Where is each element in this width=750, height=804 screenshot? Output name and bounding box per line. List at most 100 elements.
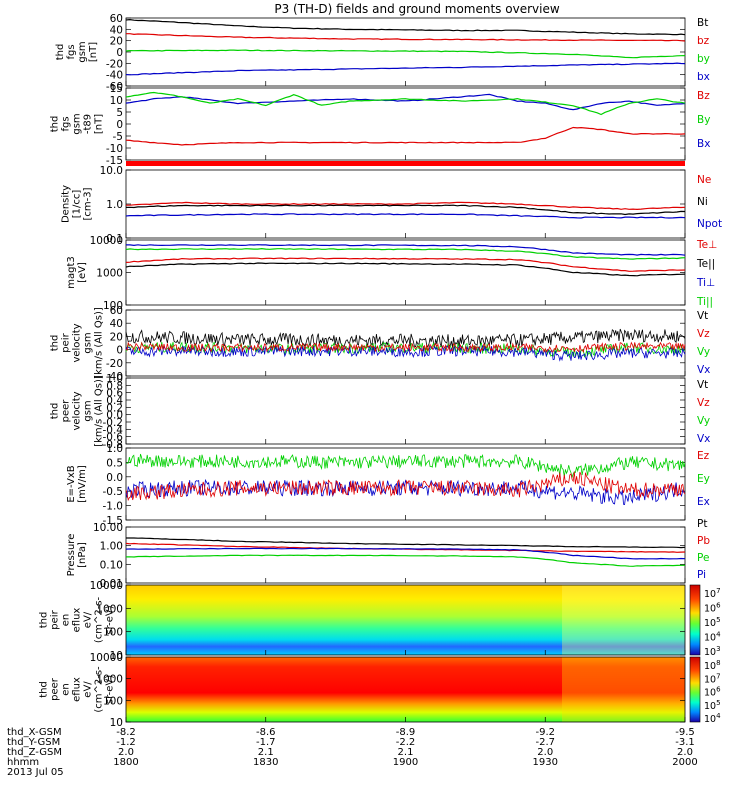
legend-entry: Vx <box>697 364 710 376</box>
y-axis-label: thdpeerenefluxeV/(cm^2-s-sr-eV) <box>39 666 116 713</box>
series-Bt <box>125 18 686 36</box>
spectrogram-late <box>562 657 685 722</box>
colorbar-label: 106 <box>704 602 721 615</box>
colorbar-label: 105 <box>704 699 721 712</box>
y-tick-label: -1.5 <box>103 515 124 527</box>
y-tick-label: 0 <box>116 345 123 357</box>
panel-6: 1.00.80.60.40.20.0-0.2-0.4-0.6-0.8thdpee… <box>50 373 711 451</box>
x-row-value: 2.0 <box>537 747 553 758</box>
panel-frame <box>125 17 686 87</box>
y-tick-label: 0.6 <box>106 388 123 400</box>
series-Pe <box>125 554 685 567</box>
y-tick-label: 15 <box>110 83 123 95</box>
legend-entry: By <box>697 114 710 126</box>
y-tick-label: 1000 <box>96 268 123 280</box>
y-tick-label: 10 <box>110 650 123 662</box>
series-Ne <box>126 201 686 211</box>
legend-entry: by <box>697 53 710 65</box>
y-tick-label: 10000 <box>90 580 123 592</box>
colorbar-label: 104 <box>704 712 721 725</box>
spectrogram <box>126 657 685 722</box>
panel-4: 10000 1000 100 magt3[eV] Te⊥ Te|| Ti⊥ Ti|| <box>66 235 717 312</box>
y-axis-label: thdpeervelocitygsm[km/s (All Qs)] <box>50 375 105 447</box>
y-tick-label: -20 <box>106 358 123 370</box>
y-tick-label: 1.00 <box>100 541 123 553</box>
y-axis-label: thdpeirvelocitygsm[km/s (All Qs)] <box>50 307 105 379</box>
spectrogram-late <box>562 585 685 655</box>
legend-entry: Vt <box>697 379 708 391</box>
series-By <box>125 91 686 116</box>
y-tick-label: -10 <box>106 143 123 155</box>
x-row-value: 2.1 <box>258 747 274 758</box>
y-tick-label: 10000 <box>90 652 123 664</box>
x-row-value: 2.0 <box>118 747 134 758</box>
series-Vx <box>125 344 686 362</box>
legend-entry: Te|| <box>696 258 715 270</box>
x-row-value: -8.6 <box>256 727 276 738</box>
y-tick-label: 100 <box>103 695 123 707</box>
y-tick-label: -5 <box>113 131 123 143</box>
panel-7: 1.0 0.5 0.0 -0.5 -1.0 -1.5 E=-VxB[mV/m] Ez Ey Ex <box>66 443 710 527</box>
legend-entry: Ex <box>697 496 710 508</box>
series-Bx <box>125 126 686 146</box>
series-Vz <box>125 341 686 353</box>
legend-entry: bz <box>697 35 710 47</box>
x-row-value: -2.7 <box>535 737 555 748</box>
series-bz <box>126 33 686 42</box>
y-tick-label: -0.4 <box>103 424 124 436</box>
legend-entry: Ne <box>697 174 711 186</box>
y-tick-label: -0.2 <box>103 417 124 429</box>
panel-frame <box>125 309 686 377</box>
x-row-value: -9.2 <box>535 727 555 738</box>
y-axis-label: thdfgsgsm-t89[nT] <box>50 113 105 134</box>
y-tick-label: 10.00 <box>93 522 123 534</box>
y-tick-label: -0.6 <box>103 432 124 444</box>
legend-entry: Ni <box>697 196 708 208</box>
x-row-value: 1930 <box>533 757 558 768</box>
x-row-value: -9.5 <box>675 727 695 738</box>
y-axis-label: thdpeirenefluxeV/(cm^2-s-sr-eV) <box>39 596 116 643</box>
x-row-value: -1.2 <box>116 737 136 748</box>
y-tick-label: 20 <box>110 36 123 48</box>
colorbar-label: 108 <box>704 659 721 672</box>
y-tick-label: 0.2 <box>106 402 123 414</box>
x-row-value: 1900 <box>393 757 418 768</box>
y-tick-label: 0.1 <box>106 233 123 245</box>
series-Te⊥ <box>125 257 686 272</box>
y-tick-label: 0.01 <box>100 578 123 590</box>
legend-entry: Vz <box>697 397 710 409</box>
legend-entry: Ez <box>697 450 710 462</box>
y-tick-label: 40 <box>110 318 123 330</box>
y-tick-label: 60 <box>110 305 123 317</box>
y-tick-label: 0.0 <box>106 410 123 422</box>
legend-entry: bx <box>697 71 710 83</box>
x-row-label: thd_Y-GSM <box>7 737 60 748</box>
colorbar-label: 107 <box>704 672 721 685</box>
x-row-label: hhmm <box>7 757 39 768</box>
series-Ey <box>125 453 686 479</box>
x-row-value: 1830 <box>253 757 278 768</box>
y-tick-label: 10 <box>110 95 123 107</box>
y-axis-label: Pressure[nPa] <box>66 534 88 577</box>
series-Ni <box>125 204 686 216</box>
y-tick-label: -0.5 <box>103 486 124 498</box>
series-Ez <box>125 471 686 502</box>
colorbar <box>689 584 701 656</box>
x-row-label: thd_Z-GSM <box>7 747 62 758</box>
colorbar <box>689 656 701 723</box>
legend-entry: Vy <box>697 346 710 358</box>
y-tick-label: 0 <box>116 47 123 59</box>
x-row-value: 1800 <box>113 757 138 768</box>
colorbar-label: 106 <box>704 686 721 699</box>
legend-entry: Pi <box>697 569 706 581</box>
legend-entry: Pb <box>697 535 710 547</box>
y-tick-label: 10 <box>110 717 123 729</box>
y-tick-label: -0.8 <box>103 439 124 451</box>
y-tick-label: 0.8 <box>106 380 123 392</box>
y-axis-label: Density[1/cc][cm-3] <box>61 185 94 223</box>
y-tick-label: -20 <box>106 58 123 70</box>
x-axis: thd_X-GSM -8.2 -8.6 -8.9 -9.2 -9.5 thd_Y-GSM -1… <box>7 727 698 778</box>
legend-entry: Pt <box>697 518 707 530</box>
